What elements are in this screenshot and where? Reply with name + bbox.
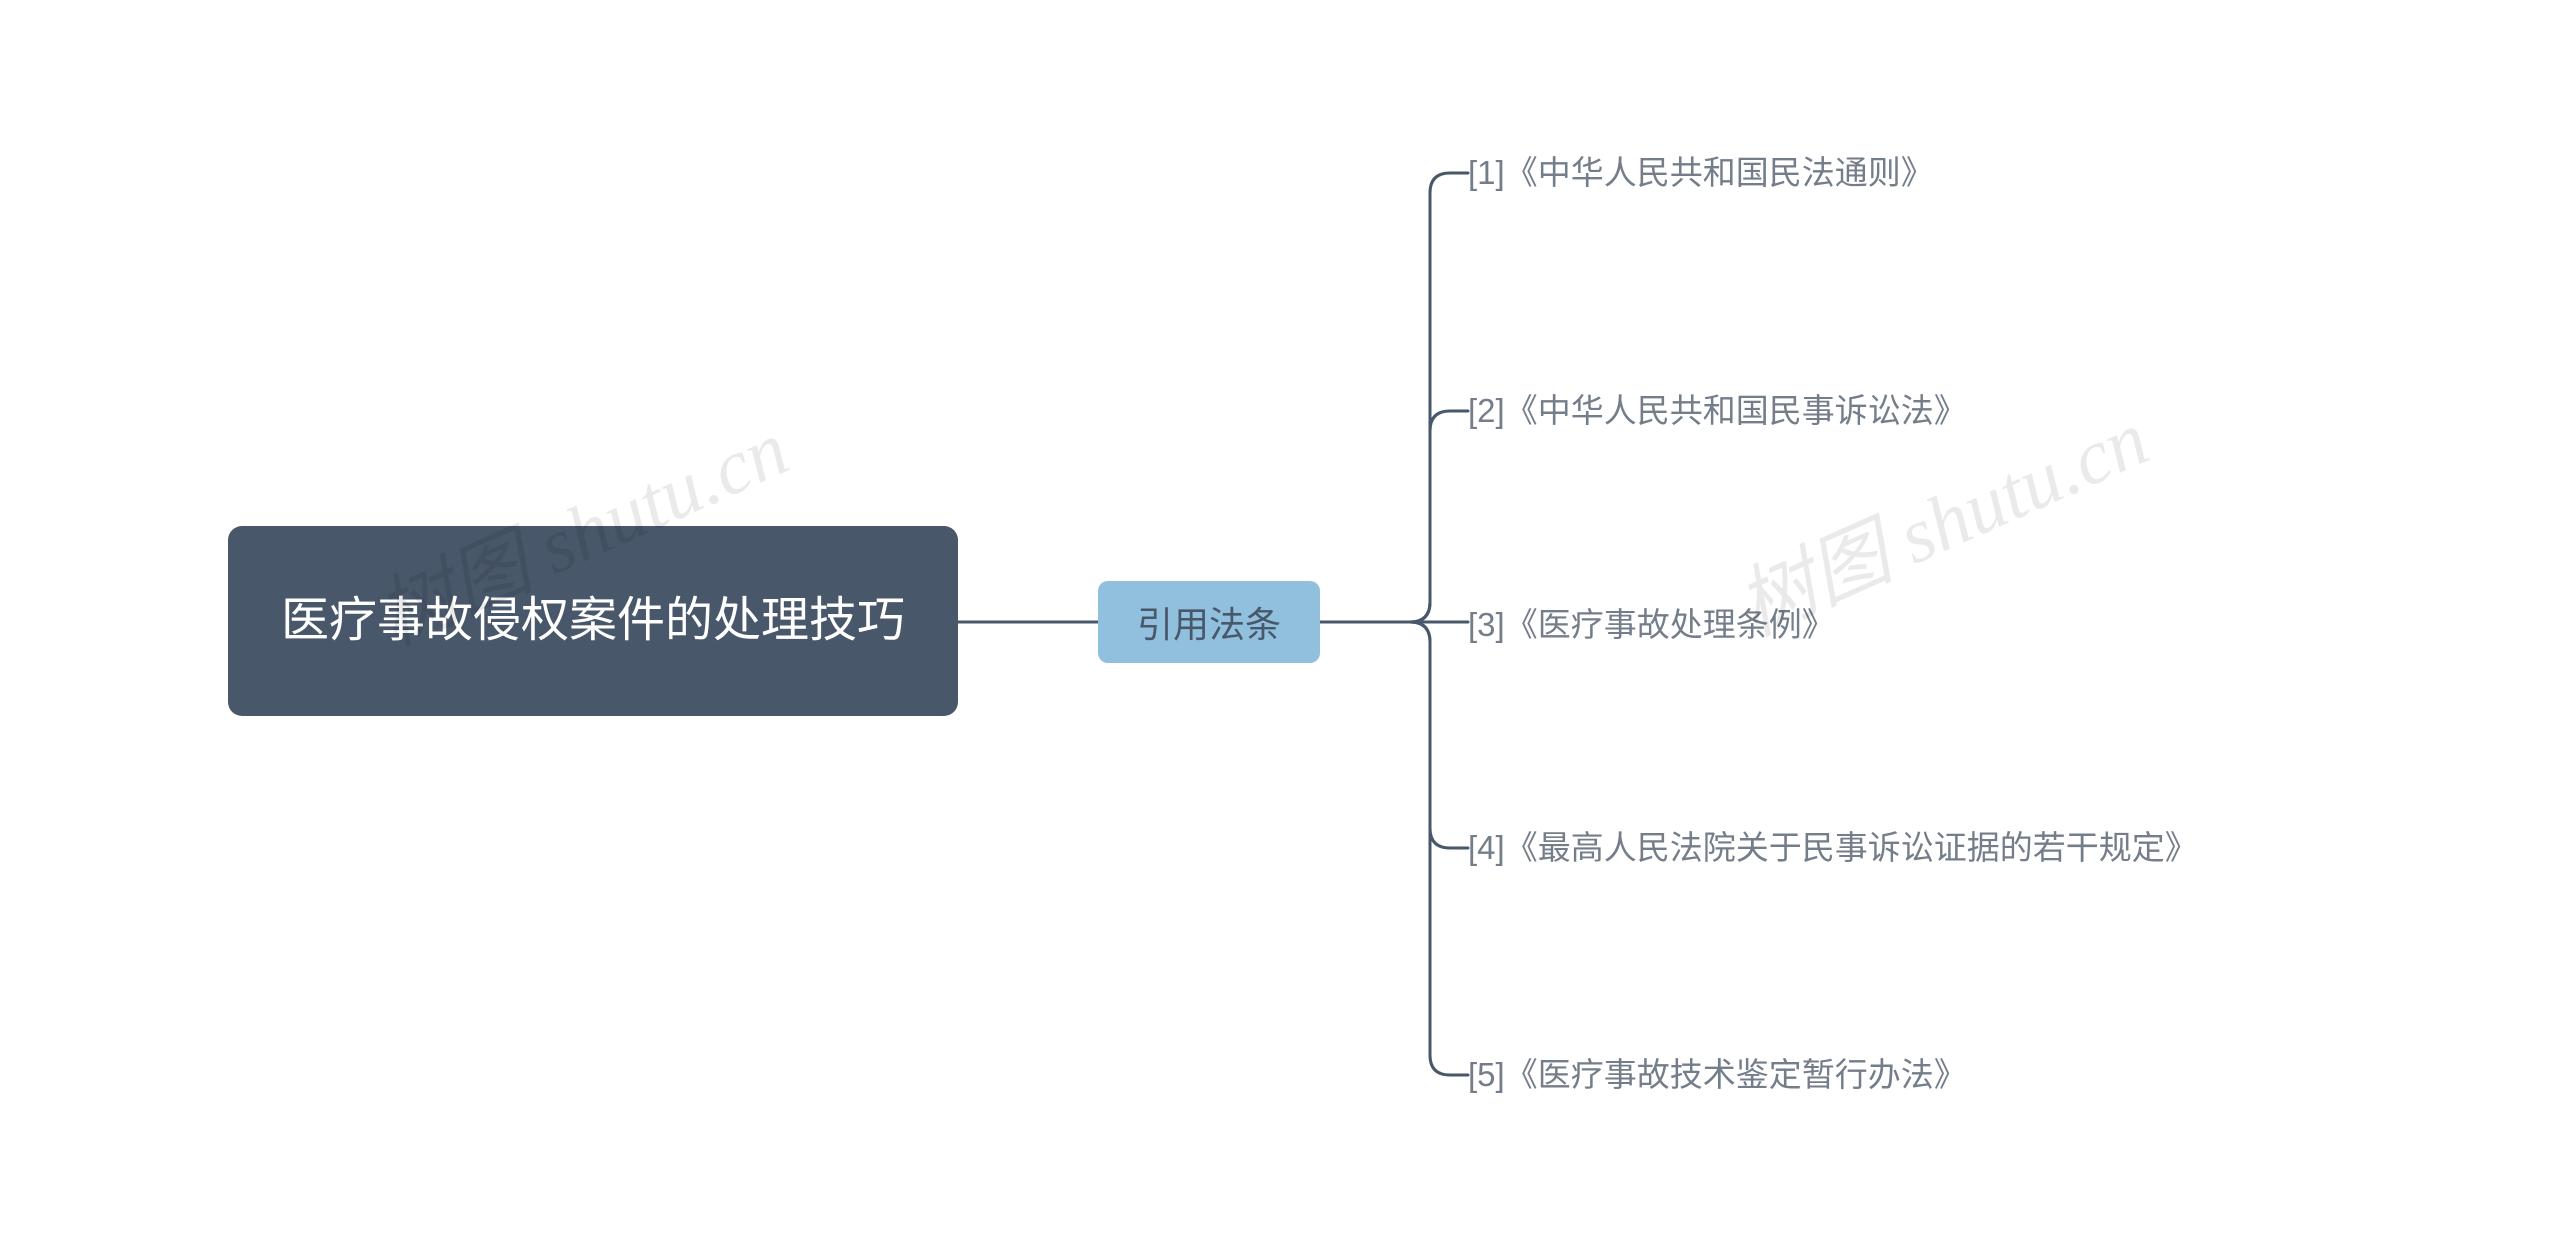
leaf-text: [4]《最高人民法院关于民事诉讼证据的若干规定》 — [1468, 825, 2198, 871]
sub-node-text: 引用法条 — [1137, 596, 1281, 648]
leaf-node-4: [4]《最高人民法院关于民事诉讼证据的若干规定》 — [1468, 802, 2228, 894]
mindmap-canvas: 医疗事故侵权案件的处理技巧 引用法条 [1]《中华人民共和国民法通则》 [2]《… — [0, 0, 2560, 1244]
leaf-node-1: [1]《中华人民共和国民法通则》 — [1468, 148, 2228, 198]
leaf-text: [5]《医疗事故技术鉴定暂行办法》 — [1468, 1052, 1967, 1098]
root-node: 医疗事故侵权案件的处理技巧 — [228, 526, 958, 716]
leaf-node-2: [2]《中华人民共和国民事诉讼法》 — [1468, 386, 2228, 436]
sub-node: 引用法条 — [1098, 581, 1320, 663]
root-node-text: 医疗事故侵权案件的处理技巧 — [281, 586, 905, 656]
leaf-text: [3]《医疗事故处理条例》 — [1468, 602, 1835, 648]
leaf-text: [2]《中华人民共和国民事诉讼法》 — [1468, 388, 1967, 434]
leaf-node-5: [5]《医疗事故技术鉴定暂行办法》 — [1468, 1050, 2228, 1100]
leaf-node-3: [3]《医疗事故处理条例》 — [1468, 600, 2228, 650]
leaf-text: [1]《中华人民共和国民法通则》 — [1468, 150, 1934, 196]
